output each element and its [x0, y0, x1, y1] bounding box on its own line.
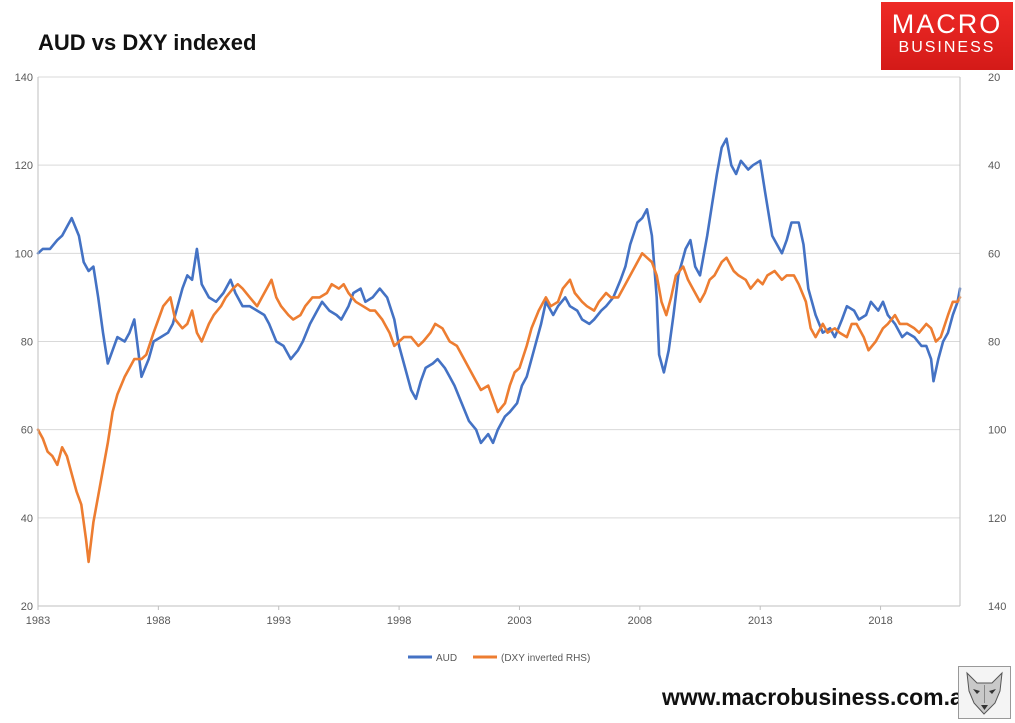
- aud-series-line: [36, 137, 962, 445]
- x-tick-label: 2018: [868, 615, 892, 627]
- y-right-tick-label: 60: [988, 248, 1000, 260]
- legend: AUD (DXY inverted RHS): [408, 653, 590, 664]
- y-left-tick-label: 80: [21, 337, 33, 349]
- y-left-tick-label: 60: [21, 425, 33, 437]
- website-url: www.macrobusiness.com.au: [662, 684, 977, 710]
- chart-title: AUD vs DXY indexed: [38, 30, 257, 55]
- y-right-tick-label: 140: [988, 601, 1006, 613]
- y-right-tick-label: 20: [988, 72, 1000, 84]
- x-tick-label: 2008: [628, 615, 652, 627]
- logo-line-2: BUSINESS: [898, 39, 996, 56]
- wolf-mascot-icon: [958, 666, 1011, 719]
- y-left-tick-label: 40: [21, 513, 33, 525]
- dxy-series-line: [36, 252, 962, 564]
- y-left-tick-label: 120: [15, 160, 33, 172]
- x-tick-label: 2013: [748, 615, 772, 627]
- x-tick-label: 1993: [266, 615, 290, 627]
- y-right-tick-label: 80: [988, 337, 1000, 349]
- y-right-tick-label: 100: [988, 425, 1006, 437]
- x-tick-label: 1988: [146, 615, 170, 627]
- axes: 140 120 100 80 60 40 20 20 40 60 80 100 120 140 1983 19…: [15, 72, 1007, 627]
- legend-label: AUD: [436, 653, 457, 664]
- y-right-tick-label: 40: [988, 160, 1000, 172]
- x-tick-label: 1998: [387, 615, 411, 627]
- logo-line-1: MACRO: [891, 9, 1003, 39]
- y-right-tick-label: 120: [988, 513, 1006, 525]
- y-left-tick-label: 100: [15, 248, 33, 260]
- series-lines: [36, 137, 962, 564]
- macrobusiness-logo: MACRO BUSINESS: [881, 2, 1013, 70]
- x-tick-label: 2003: [507, 615, 531, 627]
- y-left-tick-label: 20: [21, 601, 33, 613]
- gridlines: [38, 76, 960, 607]
- x-tick-label: 1983: [26, 615, 50, 627]
- legend-label: (DXY inverted RHS): [501, 653, 590, 664]
- y-left-tick-label: 140: [15, 72, 33, 84]
